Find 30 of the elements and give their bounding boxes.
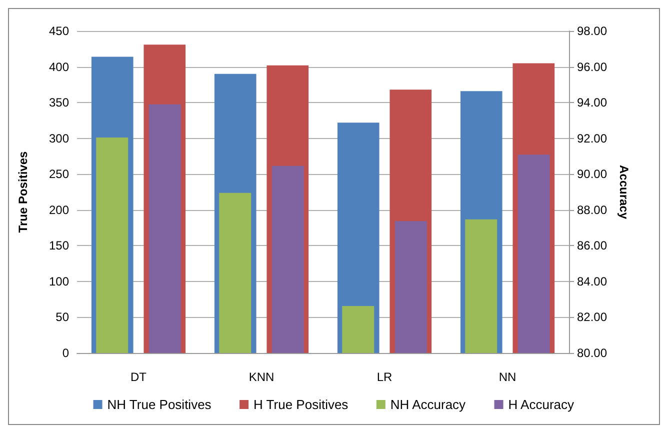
y-tick-label: 400 (48, 60, 70, 74)
y-tick-label: 350 (48, 96, 70, 110)
y2-tick-label: 82.00 (577, 310, 608, 324)
y2-tick-label: 96.00 (577, 60, 608, 74)
y2-tick-label: 86.00 (577, 238, 608, 253)
y2-tick-label: 92.00 (577, 131, 608, 146)
y-tick-label: 300 (48, 131, 70, 146)
y2-tick-label: 94.00 (577, 96, 608, 110)
x-tick-label: KNN (248, 370, 274, 384)
y-tick-label: 150 (48, 238, 70, 253)
y-tick-label: 200 (48, 202, 70, 217)
y2-tick-label: 90.00 (577, 167, 608, 182)
y-axis-title: True Positives (16, 150, 30, 233)
y2-tick-label: 80.00 (577, 346, 608, 360)
x-tick-label: NN (498, 370, 516, 384)
y-tick-label: 0 (62, 346, 70, 360)
y2-tick-label: 88.00 (577, 202, 608, 217)
y-tick-label: 50 (56, 310, 70, 324)
y2-axis-title: Accuracy (616, 164, 631, 220)
y-tick-label: 100 (48, 274, 70, 288)
legend-label: NH True Positives (107, 397, 212, 412)
x-tick-label: LR (376, 370, 392, 384)
legend-label: NH Accuracy (390, 397, 466, 412)
y-tick-label: 450 (48, 24, 70, 38)
y2-tick-label: 84.00 (577, 274, 608, 288)
y-tick-label: 250 (48, 167, 70, 182)
legend-label: H Accuracy (508, 397, 575, 412)
legend-label: H True Positives (254, 397, 349, 412)
y2-tick-label: 98.00 (577, 24, 608, 38)
x-tick-label: DT (130, 370, 148, 384)
